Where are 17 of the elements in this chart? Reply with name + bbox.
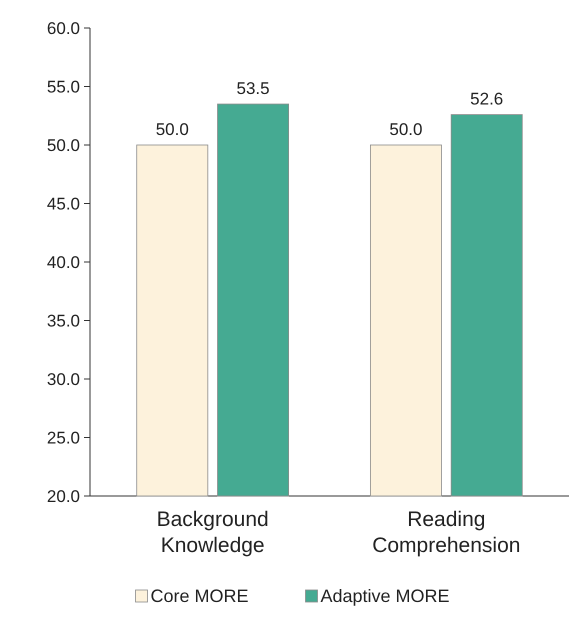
legend-label: Adaptive MORE xyxy=(320,586,450,606)
y-tick-label: 40.0 xyxy=(46,252,80,272)
x-tick-label: Background Knowledge xyxy=(156,508,269,557)
y-tick-label: 25.0 xyxy=(46,428,80,448)
data-label: 53.5 xyxy=(236,79,270,98)
x-tick-label: Reading Comprehension xyxy=(372,508,520,557)
data-label: 52.6 xyxy=(470,90,504,109)
data-label: 50.0 xyxy=(389,120,422,139)
y-tick-label: 55.0 xyxy=(46,77,80,96)
y-tick-label: 60.0 xyxy=(46,18,80,38)
y-tick-label: 45.0 xyxy=(46,194,80,214)
y-tick-label: 50.0 xyxy=(46,136,80,155)
y-tick-label: 30.0 xyxy=(46,370,80,389)
legend-label: Core MORE xyxy=(150,586,249,606)
y-tick-label: 20.0 xyxy=(46,486,80,506)
y-tick-label: 35.0 xyxy=(46,311,80,330)
data-label: 50.0 xyxy=(156,120,189,139)
